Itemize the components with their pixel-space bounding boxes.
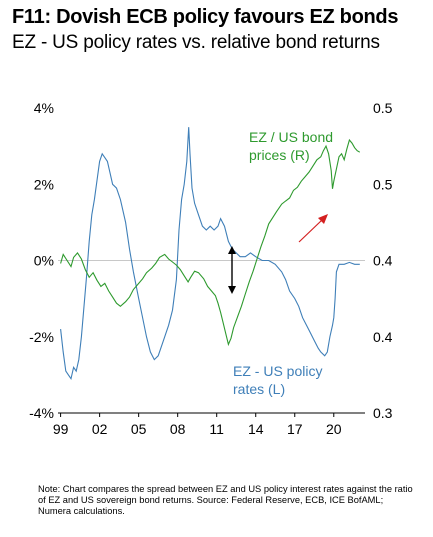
right-tick-label: 0.5 (373, 176, 393, 192)
red-trend-arrow (298, 214, 328, 243)
x-tick-label: 99 (53, 421, 69, 437)
right-tick-label: 0.4 (373, 329, 393, 345)
left-tick-label: -2% (29, 329, 54, 345)
left-axis-ticks: 4% 2% 0% -2% -4% (29, 100, 54, 421)
x-tick-label: 20 (326, 421, 342, 437)
right-axis-ticks: 0.5 0.5 0.4 0.4 0.3 (373, 100, 393, 421)
left-tick-label: 0% (34, 253, 54, 269)
chart-title: F11: Dovish ECB policy favours EZ bonds (12, 6, 399, 28)
left-tick-label: 4% (34, 100, 54, 116)
blue-series-label-2: rates (L) (233, 381, 285, 397)
left-tick-label: 2% (34, 176, 54, 192)
x-tick-label: 17 (287, 421, 303, 437)
right-tick-label: 0.5 (373, 100, 393, 116)
x-tick-label: 14 (248, 421, 264, 437)
green-series-label-1: EZ / US bond (249, 129, 333, 145)
policy-rates-line (60, 127, 360, 381)
x-tick-label: 11 (209, 421, 224, 437)
green-series-label-2: prices (R) (249, 147, 310, 163)
chart-note: Note: Chart compares the spread between … (38, 484, 413, 516)
left-tick-label: -4% (29, 405, 54, 421)
x-axis: 99 02 05 08 11 14 17 20 (53, 412, 365, 437)
blue-series-label-1: EZ - US policy (233, 363, 322, 379)
right-tick-label: 0.4 (373, 253, 393, 269)
x-tick-label: 08 (170, 421, 186, 437)
x-tick-label: 02 (92, 421, 108, 437)
bond-prices-line (60, 138, 361, 347)
x-tick-label: 05 (131, 421, 147, 437)
right-tick-label: 0.3 (373, 405, 393, 421)
double-arrow (228, 246, 236, 294)
chart-subtitle: EZ - US policy rates vs. relative bond r… (12, 32, 380, 53)
